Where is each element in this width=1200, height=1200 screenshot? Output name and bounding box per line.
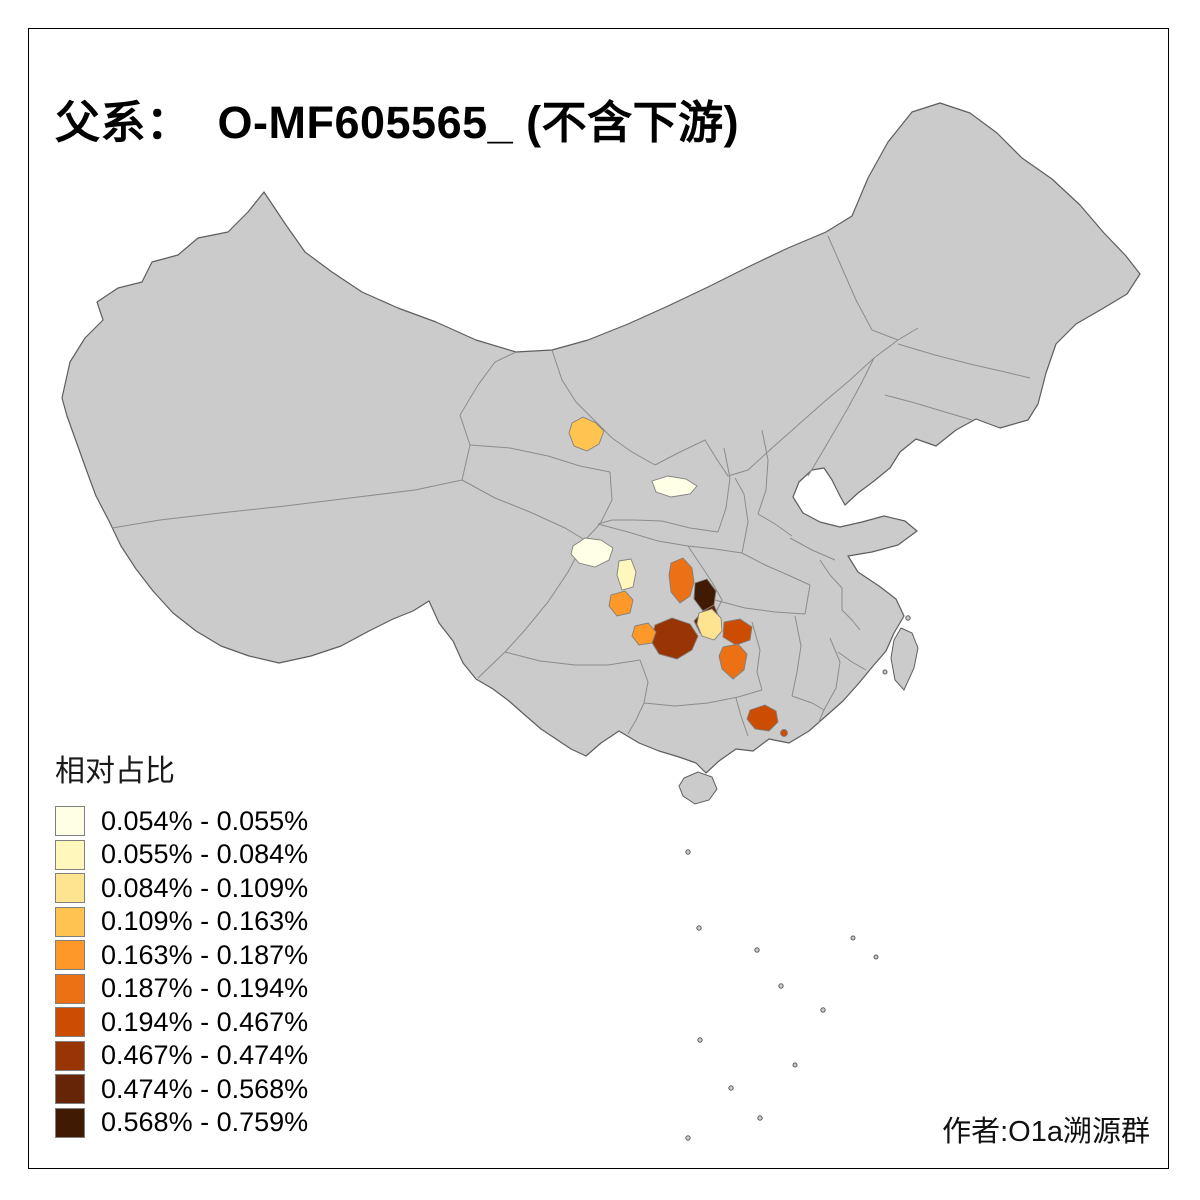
legend-item: 0.163% - 0.187%: [55, 940, 308, 970]
legend-item: 0.187% - 0.194%: [55, 973, 309, 1004]
hainan-island: [678, 771, 718, 805]
legend-title: 相对占比: [55, 755, 175, 788]
page-title: 父系： O-MF605565_ (不含下游): [55, 97, 740, 149]
highlight-sichuan-northwest: [570, 537, 614, 568]
highlight-pearl-delta-islet: [780, 729, 788, 737]
legend-swatch: [55, 839, 85, 870]
legend: 相对占比 0.054% - 0.055% 0.055% - 0.084% 0.0…: [55, 746, 308, 1141]
legend-item: 0.109% - 0.163%: [55, 906, 309, 937]
islands: [678, 615, 919, 1141]
legend-range-label: 0.109% - 0.163%: [101, 906, 309, 936]
legend-range-label: 0.163% - 0.187%: [101, 939, 309, 970]
highlight-gansu-central: [568, 416, 605, 452]
highlight-guizhou-west: [650, 617, 699, 660]
legend-item: 0.084% - 0.109%: [55, 873, 308, 903]
legend-swatch: [55, 806, 85, 836]
legend-swatch: [55, 1107, 85, 1138]
highlighted-regions: [568, 416, 788, 737]
legend-item: 0.568% - 0.759%: [55, 1107, 309, 1138]
legend-range-label: 0.055% - 0.084%: [101, 839, 309, 869]
legend-range-label: 0.194% - 0.467%: [101, 1006, 309, 1037]
highlight-guizhou-east: [718, 643, 748, 680]
legend-swatch: [55, 906, 85, 937]
legend-range-label: 0.474% - 0.568%: [101, 1073, 309, 1104]
province-borders: [111, 235, 1031, 737]
south-china-sea-islets: [685, 615, 911, 1141]
highlight-sichuan-north: [616, 558, 637, 591]
plot-frame: [28, 28, 1169, 1169]
highlight-chongqing-southeast: [722, 618, 753, 646]
legend-range-label: 0.054% - 0.055%: [101, 805, 309, 836]
legend-swatch: [55, 940, 85, 970]
highlight-ningxia-south: [651, 475, 698, 498]
legend-range-label: 0.187% - 0.194%: [101, 973, 309, 1003]
highlight-sichuan-south: [631, 622, 657, 646]
legend-item: 0.467% - 0.474%: [55, 1040, 309, 1071]
highlight-chongqing-west: [668, 557, 695, 604]
legend-range-label: 0.084% - 0.109%: [101, 872, 309, 903]
legend-swatch: [55, 1074, 85, 1104]
attribution: 作者:O1a溯源群: [942, 1116, 1150, 1148]
province-border-lines: [111, 235, 1031, 737]
legend-item: 0.194% - 0.467%: [55, 1007, 308, 1037]
legend-item: 0.054% - 0.055%: [55, 806, 308, 836]
highlight-pearl-river-delta: [746, 704, 779, 732]
legend-item: 0.474% - 0.568%: [55, 1074, 308, 1104]
legend-range-label: 0.467% - 0.474%: [101, 1040, 309, 1070]
legend-range-label: 0.568% - 0.759%: [101, 1107, 309, 1137]
highlight-guizhou-central-tan: [696, 608, 723, 641]
taiwan-island: [890, 627, 919, 691]
highlight-sichuan-central: [608, 590, 634, 617]
legend-swatch: [55, 1007, 85, 1037]
legend-items: 0.054% - 0.055% 0.055% - 0.084% 0.084% -…: [55, 806, 308, 1138]
legend-swatch: [55, 873, 85, 903]
legend-swatch: [55, 973, 85, 1004]
legend-item: 0.055% - 0.084%: [55, 839, 309, 870]
legend-swatch: [55, 1040, 85, 1071]
